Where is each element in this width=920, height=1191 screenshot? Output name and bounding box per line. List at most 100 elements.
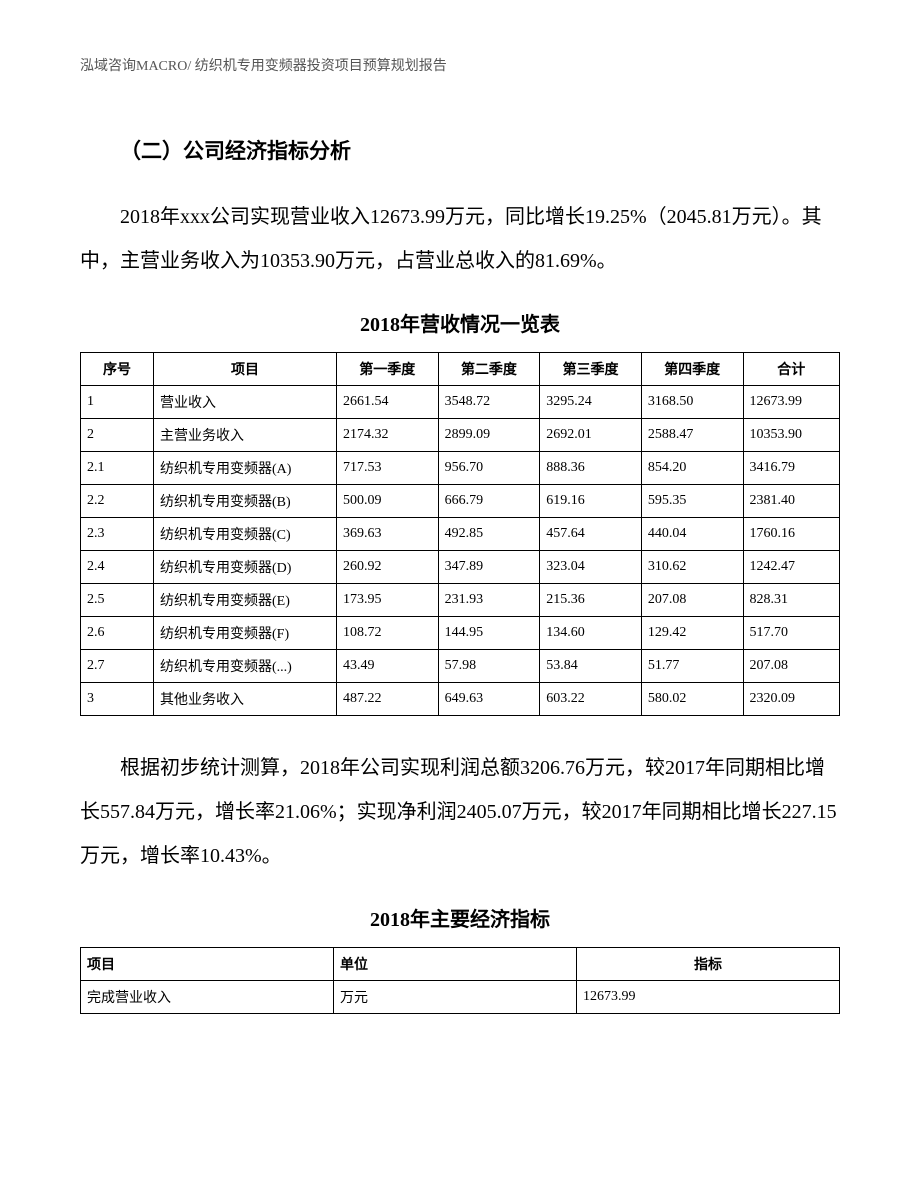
table-cell: 12673.99 bbox=[577, 981, 840, 1014]
table-cell: 2320.09 bbox=[743, 683, 840, 716]
table-cell: 2.4 bbox=[81, 551, 154, 584]
table-cell: 2588.47 bbox=[641, 419, 743, 452]
table-cell: 1 bbox=[81, 386, 154, 419]
th-indicator: 指标 bbox=[577, 948, 840, 981]
table-cell: 2.2 bbox=[81, 485, 154, 518]
table-cell: 231.93 bbox=[438, 584, 540, 617]
table-row: 2.5纺织机专用变频器(E)173.95231.93215.36207.0882… bbox=[81, 584, 840, 617]
table-cell: 万元 bbox=[334, 981, 577, 1014]
th-q1: 第一季度 bbox=[337, 353, 439, 386]
table1-body: 1营业收入2661.543548.723295.243168.5012673.9… bbox=[81, 386, 840, 716]
table-cell: 3 bbox=[81, 683, 154, 716]
table-cell: 603.22 bbox=[540, 683, 642, 716]
table-cell: 828.31 bbox=[743, 584, 840, 617]
table-row: 完成营业收入万元12673.99 bbox=[81, 981, 840, 1014]
th-total: 合计 bbox=[743, 353, 840, 386]
table-cell: 619.16 bbox=[540, 485, 642, 518]
table-cell: 207.08 bbox=[641, 584, 743, 617]
table-cell: 1242.47 bbox=[743, 551, 840, 584]
table-cell: 2 bbox=[81, 419, 154, 452]
table-header-row: 序号 项目 第一季度 第二季度 第三季度 第四季度 合计 bbox=[81, 353, 840, 386]
table-cell: 2.1 bbox=[81, 452, 154, 485]
table-cell: 2661.54 bbox=[337, 386, 439, 419]
table-row: 2.3纺织机专用变频器(C)369.63492.85457.64440.0417… bbox=[81, 518, 840, 551]
table-row: 1营业收入2661.543548.723295.243168.5012673.9… bbox=[81, 386, 840, 419]
table-cell: 129.42 bbox=[641, 617, 743, 650]
table-cell: 2899.09 bbox=[438, 419, 540, 452]
table-cell: 主营业务收入 bbox=[154, 419, 337, 452]
table-cell: 其他业务收入 bbox=[154, 683, 337, 716]
table-cell: 43.49 bbox=[337, 650, 439, 683]
table-cell: 717.53 bbox=[337, 452, 439, 485]
th-q3: 第三季度 bbox=[540, 353, 642, 386]
table-cell: 347.89 bbox=[438, 551, 540, 584]
table-cell: 173.95 bbox=[337, 584, 439, 617]
th-q4: 第四季度 bbox=[641, 353, 743, 386]
table-cell: 纺织机专用变频器(E) bbox=[154, 584, 337, 617]
table-cell: 2692.01 bbox=[540, 419, 642, 452]
page: 泓域咨询MACRO/ 纺织机专用变频器投资项目预算规划报告 （二）公司经济指标分… bbox=[0, 0, 920, 1191]
table-cell: 纺织机专用变频器(C) bbox=[154, 518, 337, 551]
page-header: 泓域咨询MACRO/ 纺织机专用变频器投资项目预算规划报告 bbox=[80, 55, 840, 75]
table-cell: 310.62 bbox=[641, 551, 743, 584]
table-cell: 134.60 bbox=[540, 617, 642, 650]
table-row: 2.2纺织机专用变频器(B)500.09666.79619.16595.3523… bbox=[81, 485, 840, 518]
table-cell: 3416.79 bbox=[743, 452, 840, 485]
table-cell: 215.36 bbox=[540, 584, 642, 617]
th-unit: 单位 bbox=[334, 948, 577, 981]
table-cell: 457.64 bbox=[540, 518, 642, 551]
table-cell: 492.85 bbox=[438, 518, 540, 551]
table-cell: 纺织机专用变频器(D) bbox=[154, 551, 337, 584]
table-cell: 369.63 bbox=[337, 518, 439, 551]
table-cell: 580.02 bbox=[641, 683, 743, 716]
table-cell: 纺织机专用变频器(...) bbox=[154, 650, 337, 683]
table-row: 2.6纺织机专用变频器(F)108.72144.95134.60129.4251… bbox=[81, 617, 840, 650]
table-cell: 500.09 bbox=[337, 485, 439, 518]
table-cell: 649.63 bbox=[438, 683, 540, 716]
table-cell: 440.04 bbox=[641, 518, 743, 551]
table-row: 2.4纺织机专用变频器(D)260.92347.89323.04310.6212… bbox=[81, 551, 840, 584]
table-cell: 517.70 bbox=[743, 617, 840, 650]
table-cell: 2.7 bbox=[81, 650, 154, 683]
table1-title: 2018年营收情况一览表 bbox=[80, 308, 840, 337]
table-cell: 854.20 bbox=[641, 452, 743, 485]
table-cell: 3168.50 bbox=[641, 386, 743, 419]
table-cell: 53.84 bbox=[540, 650, 642, 683]
paragraph-1: 2018年xxx公司实现营业收入12673.99万元，同比增长19.25%（20… bbox=[80, 195, 840, 283]
table-cell: 营业收入 bbox=[154, 386, 337, 419]
table-header-row: 项目 单位 指标 bbox=[81, 948, 840, 981]
table-cell: 888.36 bbox=[540, 452, 642, 485]
table-cell: 10353.90 bbox=[743, 419, 840, 452]
table-cell: 2174.32 bbox=[337, 419, 439, 452]
table-cell: 323.04 bbox=[540, 551, 642, 584]
table-cell: 2381.40 bbox=[743, 485, 840, 518]
revenue-table: 序号 项目 第一季度 第二季度 第三季度 第四季度 合计 1营业收入2661.5… bbox=[80, 352, 840, 716]
paragraph-2: 根据初步统计测算，2018年公司实现利润总额3206.76万元，较2017年同期… bbox=[80, 746, 840, 878]
th-project: 项目 bbox=[81, 948, 334, 981]
table-cell: 57.98 bbox=[438, 650, 540, 683]
table-cell: 纺织机专用变频器(F) bbox=[154, 617, 337, 650]
table-cell: 108.72 bbox=[337, 617, 439, 650]
table-cell: 2.6 bbox=[81, 617, 154, 650]
section-title: （二）公司经济指标分析 bbox=[120, 135, 840, 165]
table-cell: 51.77 bbox=[641, 650, 743, 683]
table-cell: 2.5 bbox=[81, 584, 154, 617]
th-item: 项目 bbox=[154, 353, 337, 386]
table-cell: 3548.72 bbox=[438, 386, 540, 419]
indicator-table: 项目 单位 指标 完成营业收入万元12673.99 bbox=[80, 947, 840, 1014]
table-cell: 595.35 bbox=[641, 485, 743, 518]
table-cell: 完成营业收入 bbox=[81, 981, 334, 1014]
table-cell: 12673.99 bbox=[743, 386, 840, 419]
table-row: 2.1纺织机专用变频器(A)717.53956.70888.36854.2034… bbox=[81, 452, 840, 485]
table-cell: 2.3 bbox=[81, 518, 154, 551]
table-cell: 260.92 bbox=[337, 551, 439, 584]
table-cell: 956.70 bbox=[438, 452, 540, 485]
table-cell: 207.08 bbox=[743, 650, 840, 683]
table-row: 3其他业务收入487.22649.63603.22580.022320.09 bbox=[81, 683, 840, 716]
table-row: 2主营业务收入2174.322899.092692.012588.4710353… bbox=[81, 419, 840, 452]
table-cell: 666.79 bbox=[438, 485, 540, 518]
th-seq: 序号 bbox=[81, 353, 154, 386]
table-cell: 3295.24 bbox=[540, 386, 642, 419]
table2-body: 完成营业收入万元12673.99 bbox=[81, 981, 840, 1014]
table-cell: 144.95 bbox=[438, 617, 540, 650]
